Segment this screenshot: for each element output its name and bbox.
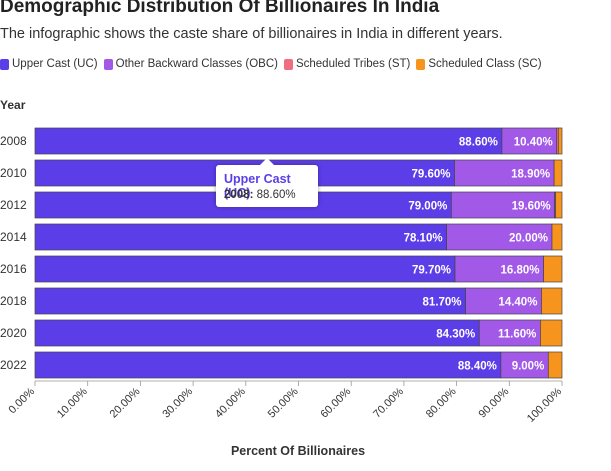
- tooltip-series: Upper Cast (UC): [224, 172, 291, 200]
- bar-segment-scheduled-class-sc-2020: [540, 319, 563, 347]
- bar-segment-other-backward-classes-obc-2014: [446, 223, 553, 251]
- bar-segment-scheduled-class-sc-2014: [551, 223, 563, 251]
- bar-segment-upper-cast-uc-2018: [34, 287, 466, 315]
- legend-swatch: [416, 58, 426, 70]
- x-tick-label: 60.00%: [318, 385, 353, 420]
- x-tick-label: 0.00%: [7, 385, 38, 416]
- legend-label: Other Backward Classes (OBC): [115, 58, 278, 70]
- legend-swatch: [283, 58, 293, 70]
- bar-segment-upper-cast-uc-2022: [34, 351, 502, 379]
- bar-segment-other-backward-classes-obc-2010: [454, 159, 555, 187]
- data-label-other-backward-classes-obc-2022: 9.00%: [512, 361, 545, 373]
- x-tick-label: 30.00%: [160, 385, 195, 420]
- bar-segment-scheduled-class-sc-2008: [557, 127, 563, 155]
- x-tick-label: 70.00%: [371, 385, 406, 420]
- bar-segment-scheduled-class-sc-2016: [543, 255, 563, 283]
- y-tick-label: 2008: [0, 134, 27, 148]
- bar-segment-other-backward-classes-obc-2012: [450, 191, 555, 219]
- y-tick-label: 2016: [0, 262, 27, 276]
- bar-segment-upper-cast-uc-2008: [34, 127, 503, 155]
- legend-swatch: [0, 58, 9, 70]
- x-tick-label: 40.00%: [213, 385, 248, 420]
- tooltip-value: 88.60%: [256, 189, 296, 201]
- y-tick-label: 2014: [0, 230, 27, 244]
- bar-segment-scheduled-class-sc-2010: [553, 159, 563, 187]
- data-label-other-backward-classes-obc-2010: 18.90%: [511, 169, 550, 181]
- bar-segment-upper-cast-uc-2014: [34, 223, 447, 251]
- x-tick-label: 80.00%: [424, 385, 459, 420]
- legend-label: Scheduled Tribes (ST): [295, 58, 411, 70]
- y-tick-label: 2012: [0, 198, 27, 212]
- data-label-upper-cast-uc-2012: 79.00%: [408, 201, 447, 213]
- data-label-upper-cast-uc-2016: 79.70%: [412, 265, 451, 277]
- legend-label: Upper Cast (UC): [12, 58, 98, 70]
- data-label-upper-cast-uc-2010: 79.60%: [411, 169, 450, 181]
- bar-segment-upper-cast-uc-2020: [34, 319, 480, 347]
- legend-item-scheduled-class-sc[interactable]: Scheduled Class (SC): [416, 58, 542, 70]
- legend-label: Scheduled Class (SC): [428, 58, 542, 70]
- data-label-upper-cast-uc-2018: 81.70%: [423, 297, 462, 309]
- bar-segment-scheduled-class-sc-2012: [555, 191, 563, 219]
- data-label-other-backward-classes-obc-2020: 11.60%: [498, 329, 536, 341]
- legend-item-upper-cast-uc[interactable]: Upper Cast (UC): [0, 58, 98, 70]
- x-tick-label: 20.00%: [108, 385, 143, 420]
- x-tick-label: 10.00%: [55, 385, 90, 420]
- y-axis-label: Year: [0, 98, 26, 112]
- bar-segment-other-backward-classes-obc-2008: [501, 127, 558, 155]
- legend-swatch: [103, 58, 113, 70]
- y-tick-label: 2010: [0, 166, 27, 180]
- y-tick-label: 2022: [0, 358, 27, 372]
- bar-segment-other-backward-classes-obc-2018: [465, 287, 542, 315]
- data-label-upper-cast-uc-2014: 78.10%: [404, 233, 443, 245]
- legend-item-other-backward-classes-obc[interactable]: Other Backward Classes (OBC): [103, 58, 278, 70]
- legend: Upper Cast (UC) Other Backward Classes (O…: [0, 58, 548, 70]
- bar-segment-other-backward-classes-obc-2022: [500, 351, 549, 379]
- data-label-upper-cast-uc-2020: 84.30%: [436, 329, 475, 341]
- bar-segment-upper-cast-uc-2016: [34, 255, 456, 283]
- x-tick-label: 90.00%: [477, 385, 512, 420]
- x-tick-label: 100.00%: [525, 385, 564, 424]
- tooltip: Upper Cast (UC) 2008: 88.60%: [216, 158, 318, 207]
- bar-segment-other-backward-classes-obc-2020: [478, 319, 541, 347]
- tooltip-line: 2008: 88.60%: [224, 189, 296, 201]
- data-label-other-backward-classes-obc-2016: 16.80%: [501, 265, 540, 277]
- chart-subtitle: The infographic shows the caste share of…: [0, 26, 503, 42]
- data-label-other-backward-classes-obc-2014: 20.00%: [509, 233, 548, 245]
- data-label-other-backward-classes-obc-2008: 10.40%: [514, 137, 553, 149]
- y-tick-label: 2018: [0, 294, 27, 308]
- x-tick-label: 50.00%: [266, 385, 301, 420]
- bar-segment-other-backward-classes-obc-2016: [454, 255, 544, 283]
- data-label-other-backward-classes-obc-2012: 19.60%: [512, 201, 551, 213]
- bar-segment-scheduled-class-sc-2018: [541, 287, 563, 315]
- data-label-upper-cast-uc-2008: 88.60%: [459, 137, 498, 149]
- data-label-upper-cast-uc-2022: 88.40%: [458, 361, 497, 373]
- x-axis-label: Percent Of Billionaires: [231, 444, 365, 458]
- bar-segment-scheduled-class-sc-2022: [547, 351, 563, 379]
- legend-item-scheduled-tribes-st[interactable]: Scheduled Tribes (ST): [283, 58, 411, 70]
- tooltip-year: 2008:: [224, 189, 254, 201]
- y-tick-label: 2020: [0, 326, 27, 340]
- data-label-other-backward-classes-obc-2018: 14.40%: [498, 297, 537, 309]
- chart-title: Demographic Distribution Of Billionaires…: [0, 0, 440, 17]
